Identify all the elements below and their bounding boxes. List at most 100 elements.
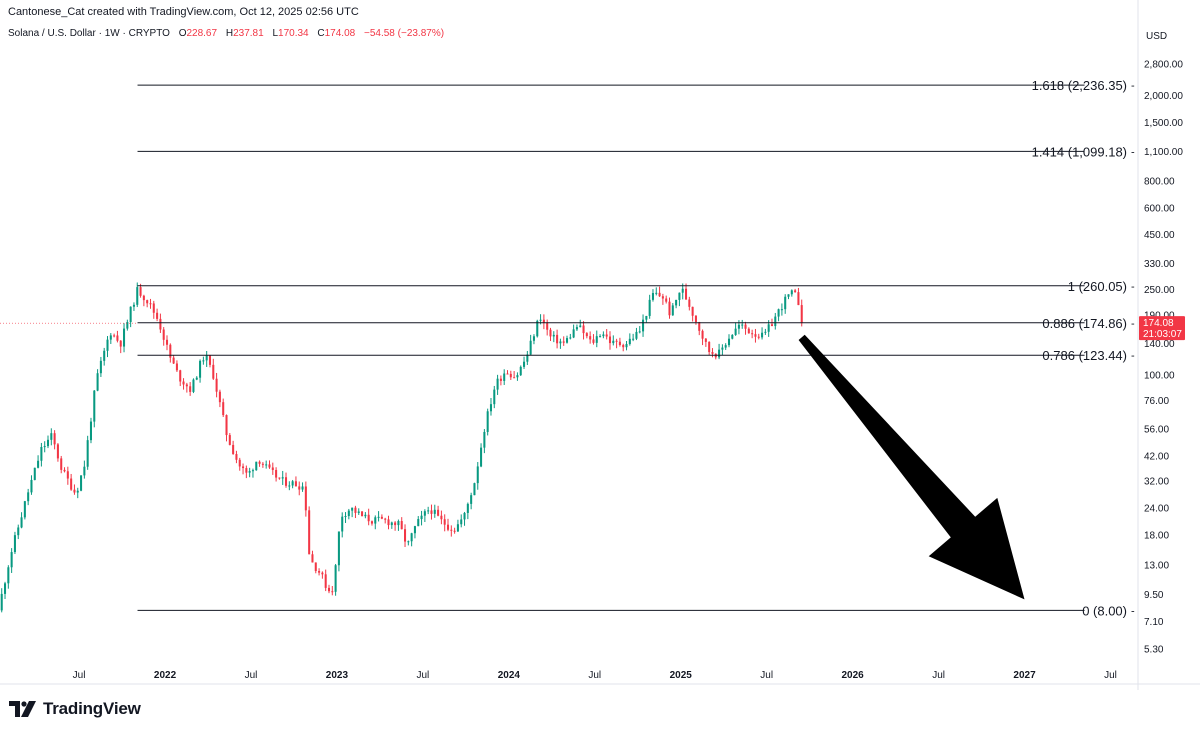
candle [503,369,506,385]
candle [800,299,803,327]
price-tick-label: 42.00 [1144,451,1169,462]
candle [318,568,321,576]
candle [787,294,790,300]
candle [327,584,331,594]
candle [370,520,373,526]
candle [774,312,777,330]
candle [708,341,711,356]
candle [635,327,638,341]
candle [691,306,694,322]
candle [638,326,641,334]
candle [615,338,618,349]
candle [205,350,208,367]
time-tick-label: Jul [416,670,429,681]
candle [397,519,400,531]
symbol-name[interactable]: Solana / U.S. Dollar · 1W · CRYPTO [8,28,170,39]
candle [195,376,198,381]
candle [602,331,605,339]
candle [661,293,664,305]
candle [417,516,420,527]
candle [711,348,714,358]
candle [513,371,516,379]
fib-level-dash: - [1131,318,1135,330]
candle [255,461,258,471]
fib-extension-levels[interactable]: 1.618 (2,236.35) -1.414 (1,099.18) -1 (260… [137,78,1135,618]
candle [761,327,764,340]
candle [456,519,459,532]
candle [242,463,245,475]
candle [651,289,654,302]
candle [599,334,602,338]
price-tick-label: 13.00 [1144,561,1169,572]
candle [291,479,294,489]
candle [440,510,443,525]
candle [694,315,697,325]
currency-label[interactable]: USD [1146,31,1167,42]
fib-level-label: 1 (260.05) [1068,279,1127,294]
candle [797,287,800,306]
candle [632,333,635,342]
candle [559,338,562,349]
time-tick-label: Jul [932,670,945,681]
candle [53,430,56,450]
candle [489,397,493,416]
candle [400,517,403,530]
candle [228,433,231,446]
candle [89,417,93,444]
price-axis[interactable]: 2,800.00 2,000.00 1,500.00 1,100.00 800.00 60… [1144,60,1183,656]
candle [668,297,671,319]
down-arrow-annotation[interactable] [798,334,1025,600]
candle [744,321,747,335]
time-axis[interactable]: Jul 2022 Jul 2023 Jul 2024 Jul 2025 Jul 2026 Jul 20… [73,670,1117,681]
candle [642,314,645,337]
candle [724,343,727,350]
candle [374,515,377,530]
down-arrow-icon[interactable] [798,334,1025,600]
candle [30,475,33,495]
chart-credit: Cantonese_Cat created with TradingView.c… [8,6,359,18]
candle [278,477,281,480]
candle [747,327,750,334]
low-label: L [272,28,279,39]
candle [718,343,721,360]
candle [265,460,268,469]
candle [486,408,489,436]
candle [516,372,519,381]
candle [251,468,254,478]
time-tick-label: Jul [73,670,86,681]
candle [394,521,397,531]
candle [453,527,456,534]
candle [404,524,407,548]
candle [476,462,479,490]
candle [189,382,192,396]
price-tick-label: 250.00 [1144,285,1175,296]
close-value: 174.08 [324,28,356,39]
candle [423,509,426,523]
candle [116,330,119,343]
candle [549,327,552,342]
candle [734,322,737,336]
price-tick-label: 190.00 [1144,311,1175,322]
candle [407,540,410,546]
price-tick-label: 100.00 [1144,370,1175,381]
candle [152,300,155,319]
candle [698,321,701,336]
price-badge-price: 174.08 [1143,318,1174,329]
price-tick-label: 7.10 [1144,617,1164,628]
candle [446,518,450,532]
candle [542,314,545,330]
tradingview-logo[interactable]: TradingView [9,699,141,719]
candle [671,303,674,316]
high-value: 237.81 [233,28,264,39]
candle [334,563,337,596]
candle [113,333,116,338]
fib-level-dash: - [1131,146,1135,158]
price-tick-label: 56.00 [1144,424,1169,435]
candle [56,443,59,462]
candle [73,484,76,495]
candle [159,313,162,333]
price-tick-label: 1,500.00 [1144,118,1183,129]
candle [314,562,317,574]
candle [764,328,767,335]
